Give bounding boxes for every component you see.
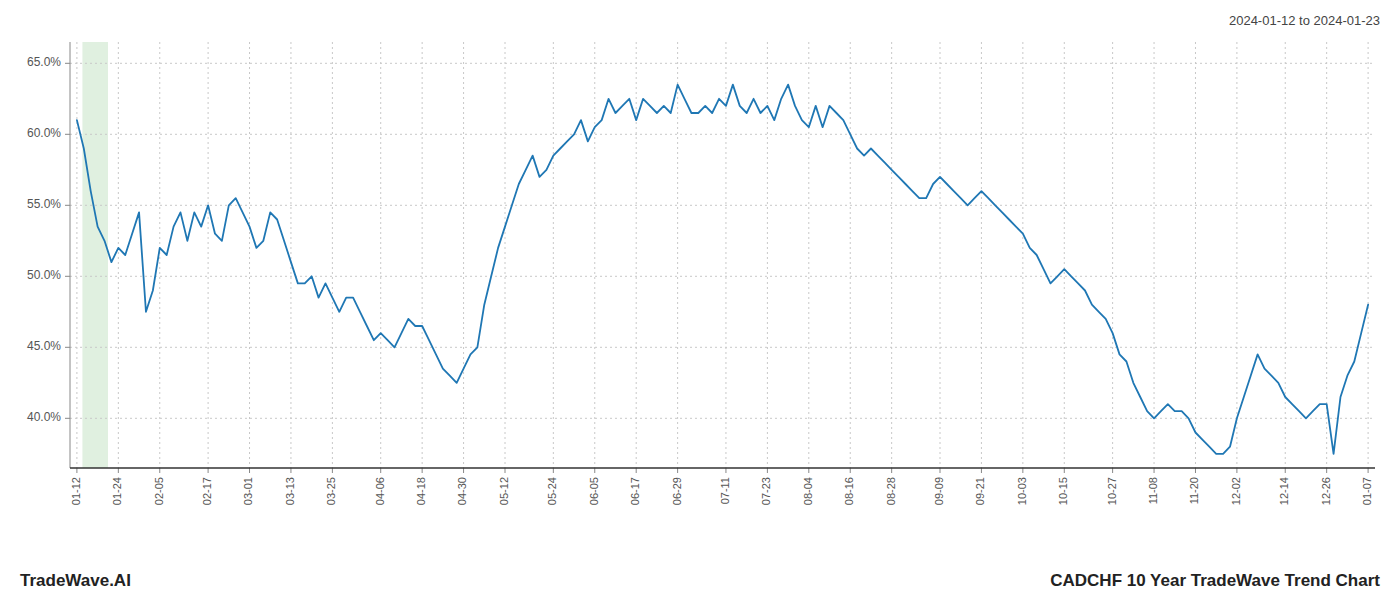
x-grid-line <box>677 42 678 468</box>
annotation: TradeWave.AI <box>20 571 131 590</box>
x-tick-label: 01-07 <box>1361 477 1373 505</box>
x-tick-label: 05-24 <box>546 477 558 505</box>
x-tick-label: 01-12 <box>70 477 82 505</box>
x-grid-line <box>76 42 77 468</box>
x-grid-line <box>208 42 209 468</box>
x-grid-line <box>1022 42 1023 468</box>
x-grid-line <box>1064 42 1065 468</box>
x-grid-line <box>1112 42 1113 468</box>
x-grid-line <box>636 42 637 468</box>
x-grid-line <box>981 42 982 468</box>
x-tick-label: 04-06 <box>374 477 386 505</box>
highlight-group <box>82 42 108 468</box>
x-tick-label: 12-26 <box>1320 477 1332 505</box>
x-tick-label: 12-02 <box>1230 477 1242 505</box>
x-grid-line <box>594 42 595 468</box>
x-grid-line <box>463 42 464 468</box>
y-tick <box>65 134 70 135</box>
line <box>77 85 1368 454</box>
y-tick-label: 40.0% <box>27 410 61 424</box>
x-grid-line <box>1368 42 1369 468</box>
x-tick-label: 03-25 <box>325 477 337 505</box>
x-grid-line <box>808 42 809 468</box>
y-grid-line <box>70 134 1375 135</box>
chart: 40.0% 45.0% 50.0% 55.0% 60.0% 65.0% 01-12 01-24… <box>0 0 1400 600</box>
y-tick <box>65 418 70 419</box>
x-tick-label: 02-05 <box>153 477 165 505</box>
y-grid-line <box>70 418 1375 419</box>
y-grid-line <box>70 205 1375 206</box>
y-tick-label: 45.0% <box>27 339 61 353</box>
highlight-band <box>82 42 108 468</box>
x-grid-line <box>940 42 941 468</box>
x-tick-label: 06-17 <box>629 477 641 505</box>
y-tick-label: 55.0% <box>27 197 61 211</box>
y-axis-line <box>70 42 71 468</box>
x-grid-line <box>118 42 119 468</box>
x-tick-label: 04-30 <box>456 477 468 505</box>
x-tick-label: 05-12 <box>498 477 510 505</box>
x-grid-line <box>891 42 892 468</box>
x-tick-label: 12-14 <box>1278 477 1290 505</box>
x-tick-label: 11-08 <box>1147 477 1159 504</box>
series-group <box>77 85 1368 454</box>
y-tick <box>65 205 70 206</box>
x-tick-label: 09-09 <box>933 477 945 505</box>
x-grid-line <box>380 42 381 468</box>
x-grid-line <box>553 42 554 468</box>
x-tick-label: 02-17 <box>201 477 213 505</box>
x-tick-label: 08-16 <box>843 477 855 505</box>
y-grid-line <box>70 63 1375 64</box>
grid <box>70 42 1375 468</box>
y-grid-line <box>70 347 1375 348</box>
y-tick <box>65 276 70 277</box>
title: CADCHF 10 Year TradeWave Trend Chart <box>1050 571 1380 590</box>
y-tick-label: 50.0% <box>27 268 61 282</box>
x-tick-label: 08-04 <box>802 477 814 505</box>
x-tick-label: 07-11 <box>719 477 731 504</box>
subtitle: 2024-01-12 to 2024-01-23 <box>1229 13 1380 28</box>
x-tick-label: 03-01 <box>242 477 254 505</box>
x-grid-line <box>850 42 851 468</box>
x-tick-label: 09-21 <box>974 477 986 505</box>
y-tick-label: 60.0% <box>27 126 61 140</box>
y-tick-label: 65.0% <box>27 55 61 69</box>
x-grid-line <box>332 42 333 468</box>
y-tick <box>65 347 70 348</box>
x-tick-label: 08-28 <box>885 477 897 505</box>
x-grid-line <box>505 42 506 468</box>
x-grid-line <box>422 42 423 468</box>
x-tick-label: 11-20 <box>1188 477 1200 504</box>
y-axis: 40.0% 45.0% 50.0% 55.0% 60.0% 65.0% <box>27 42 70 468</box>
x-tick-label: 06-05 <box>588 477 600 505</box>
x-tick-label: 03-13 <box>284 477 296 505</box>
x-axis: 01-12 01-24 02-05 02-17 03-01 03-13 03-25 04-06… <box>70 468 1375 505</box>
y-grid-line <box>70 276 1375 277</box>
x-grid-line <box>249 42 250 468</box>
x-tick-label: 10-15 <box>1057 477 1069 505</box>
x-tick-label: 04-18 <box>415 477 427 505</box>
x-tick-label: 01-24 <box>111 477 123 505</box>
x-grid-line <box>1195 42 1196 468</box>
x-grid-line <box>1236 42 1237 468</box>
x-tick-label: 10-03 <box>1016 477 1028 505</box>
x-axis-line <box>70 467 1375 469</box>
x-grid-line <box>1154 42 1155 468</box>
x-grid-line <box>1285 42 1286 468</box>
x-tick-label: 07-23 <box>760 477 772 505</box>
x-grid-line <box>290 42 291 468</box>
y-tick <box>65 63 70 64</box>
x-tick-label: 06-29 <box>671 477 683 505</box>
x-tick-label: 10-27 <box>1106 477 1118 505</box>
